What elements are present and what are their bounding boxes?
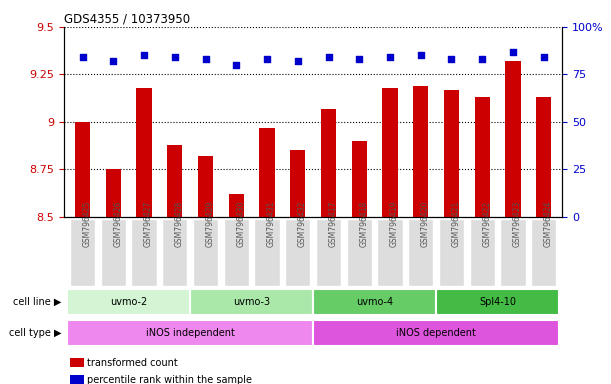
Text: GSM796432: GSM796432 — [298, 200, 307, 247]
FancyBboxPatch shape — [254, 219, 280, 286]
Text: Spl4-10: Spl4-10 — [479, 297, 516, 307]
FancyBboxPatch shape — [439, 219, 464, 286]
Bar — [536, 97, 551, 217]
Text: GSM796426: GSM796426 — [113, 200, 122, 247]
Point — [354, 56, 364, 62]
Point — [170, 54, 180, 60]
Text: iNOS dependent: iNOS dependent — [396, 328, 476, 338]
Text: GSM796429: GSM796429 — [205, 200, 214, 247]
FancyBboxPatch shape — [500, 219, 525, 286]
Bar — [290, 151, 306, 217]
Text: GDS4355 / 10373950: GDS4355 / 10373950 — [64, 13, 190, 26]
FancyBboxPatch shape — [436, 290, 559, 315]
Bar — [229, 194, 244, 217]
Text: GSM796424: GSM796424 — [544, 200, 553, 247]
Bar — [413, 86, 428, 217]
FancyBboxPatch shape — [470, 219, 495, 286]
Bar — [167, 145, 183, 217]
Bar — [475, 97, 490, 217]
Bar — [444, 89, 459, 217]
Text: GSM796425: GSM796425 — [82, 200, 92, 247]
Point — [477, 56, 487, 62]
Text: GSM796423: GSM796423 — [513, 200, 522, 247]
Bar — [351, 141, 367, 217]
Point — [324, 54, 334, 60]
Point — [447, 56, 456, 62]
FancyBboxPatch shape — [193, 219, 218, 286]
Text: uvmo-2: uvmo-2 — [110, 297, 147, 307]
FancyBboxPatch shape — [378, 219, 403, 286]
Point — [539, 54, 549, 60]
Bar — [136, 88, 152, 217]
Point — [232, 62, 241, 68]
Text: cell line ▶: cell line ▶ — [13, 297, 61, 307]
Text: GSM796422: GSM796422 — [482, 200, 491, 247]
FancyBboxPatch shape — [316, 219, 341, 286]
Text: transformed count: transformed count — [87, 358, 178, 368]
Text: uvmo-3: uvmo-3 — [233, 297, 270, 307]
FancyBboxPatch shape — [67, 290, 190, 315]
Point — [78, 54, 87, 60]
Text: GSM796420: GSM796420 — [421, 200, 430, 247]
FancyBboxPatch shape — [285, 219, 310, 286]
FancyBboxPatch shape — [531, 219, 556, 286]
Point — [416, 52, 426, 58]
Point — [293, 58, 302, 64]
Bar — [382, 88, 398, 217]
FancyBboxPatch shape — [313, 320, 559, 346]
FancyBboxPatch shape — [101, 219, 126, 286]
Text: cell type ▶: cell type ▶ — [9, 328, 61, 338]
Text: GSM796427: GSM796427 — [144, 200, 153, 247]
FancyBboxPatch shape — [162, 219, 188, 286]
Point — [385, 54, 395, 60]
Bar — [106, 169, 121, 217]
Text: GSM796421: GSM796421 — [452, 200, 461, 247]
Text: GSM796418: GSM796418 — [359, 200, 368, 247]
Point — [139, 52, 149, 58]
Text: GSM796430: GSM796430 — [236, 200, 245, 247]
Bar — [198, 156, 213, 217]
Point — [108, 58, 118, 64]
FancyBboxPatch shape — [190, 290, 313, 315]
Point — [200, 56, 210, 62]
Text: iNOS independent: iNOS independent — [146, 328, 235, 338]
Text: uvmo-4: uvmo-4 — [356, 297, 393, 307]
Text: GSM796428: GSM796428 — [175, 200, 184, 247]
Point — [262, 56, 272, 62]
Text: percentile rank within the sample: percentile rank within the sample — [87, 375, 252, 384]
Text: GSM796431: GSM796431 — [267, 200, 276, 247]
FancyBboxPatch shape — [313, 290, 436, 315]
FancyBboxPatch shape — [131, 219, 156, 286]
Text: GSM796417: GSM796417 — [329, 200, 337, 247]
FancyBboxPatch shape — [346, 219, 372, 286]
Point — [508, 48, 518, 55]
Bar — [259, 127, 275, 217]
FancyBboxPatch shape — [67, 320, 313, 346]
Text: GSM796419: GSM796419 — [390, 200, 399, 247]
FancyBboxPatch shape — [224, 219, 249, 286]
Bar — [505, 61, 521, 217]
Bar — [75, 122, 90, 217]
FancyBboxPatch shape — [70, 219, 95, 286]
Bar — [321, 109, 336, 217]
FancyBboxPatch shape — [408, 219, 433, 286]
